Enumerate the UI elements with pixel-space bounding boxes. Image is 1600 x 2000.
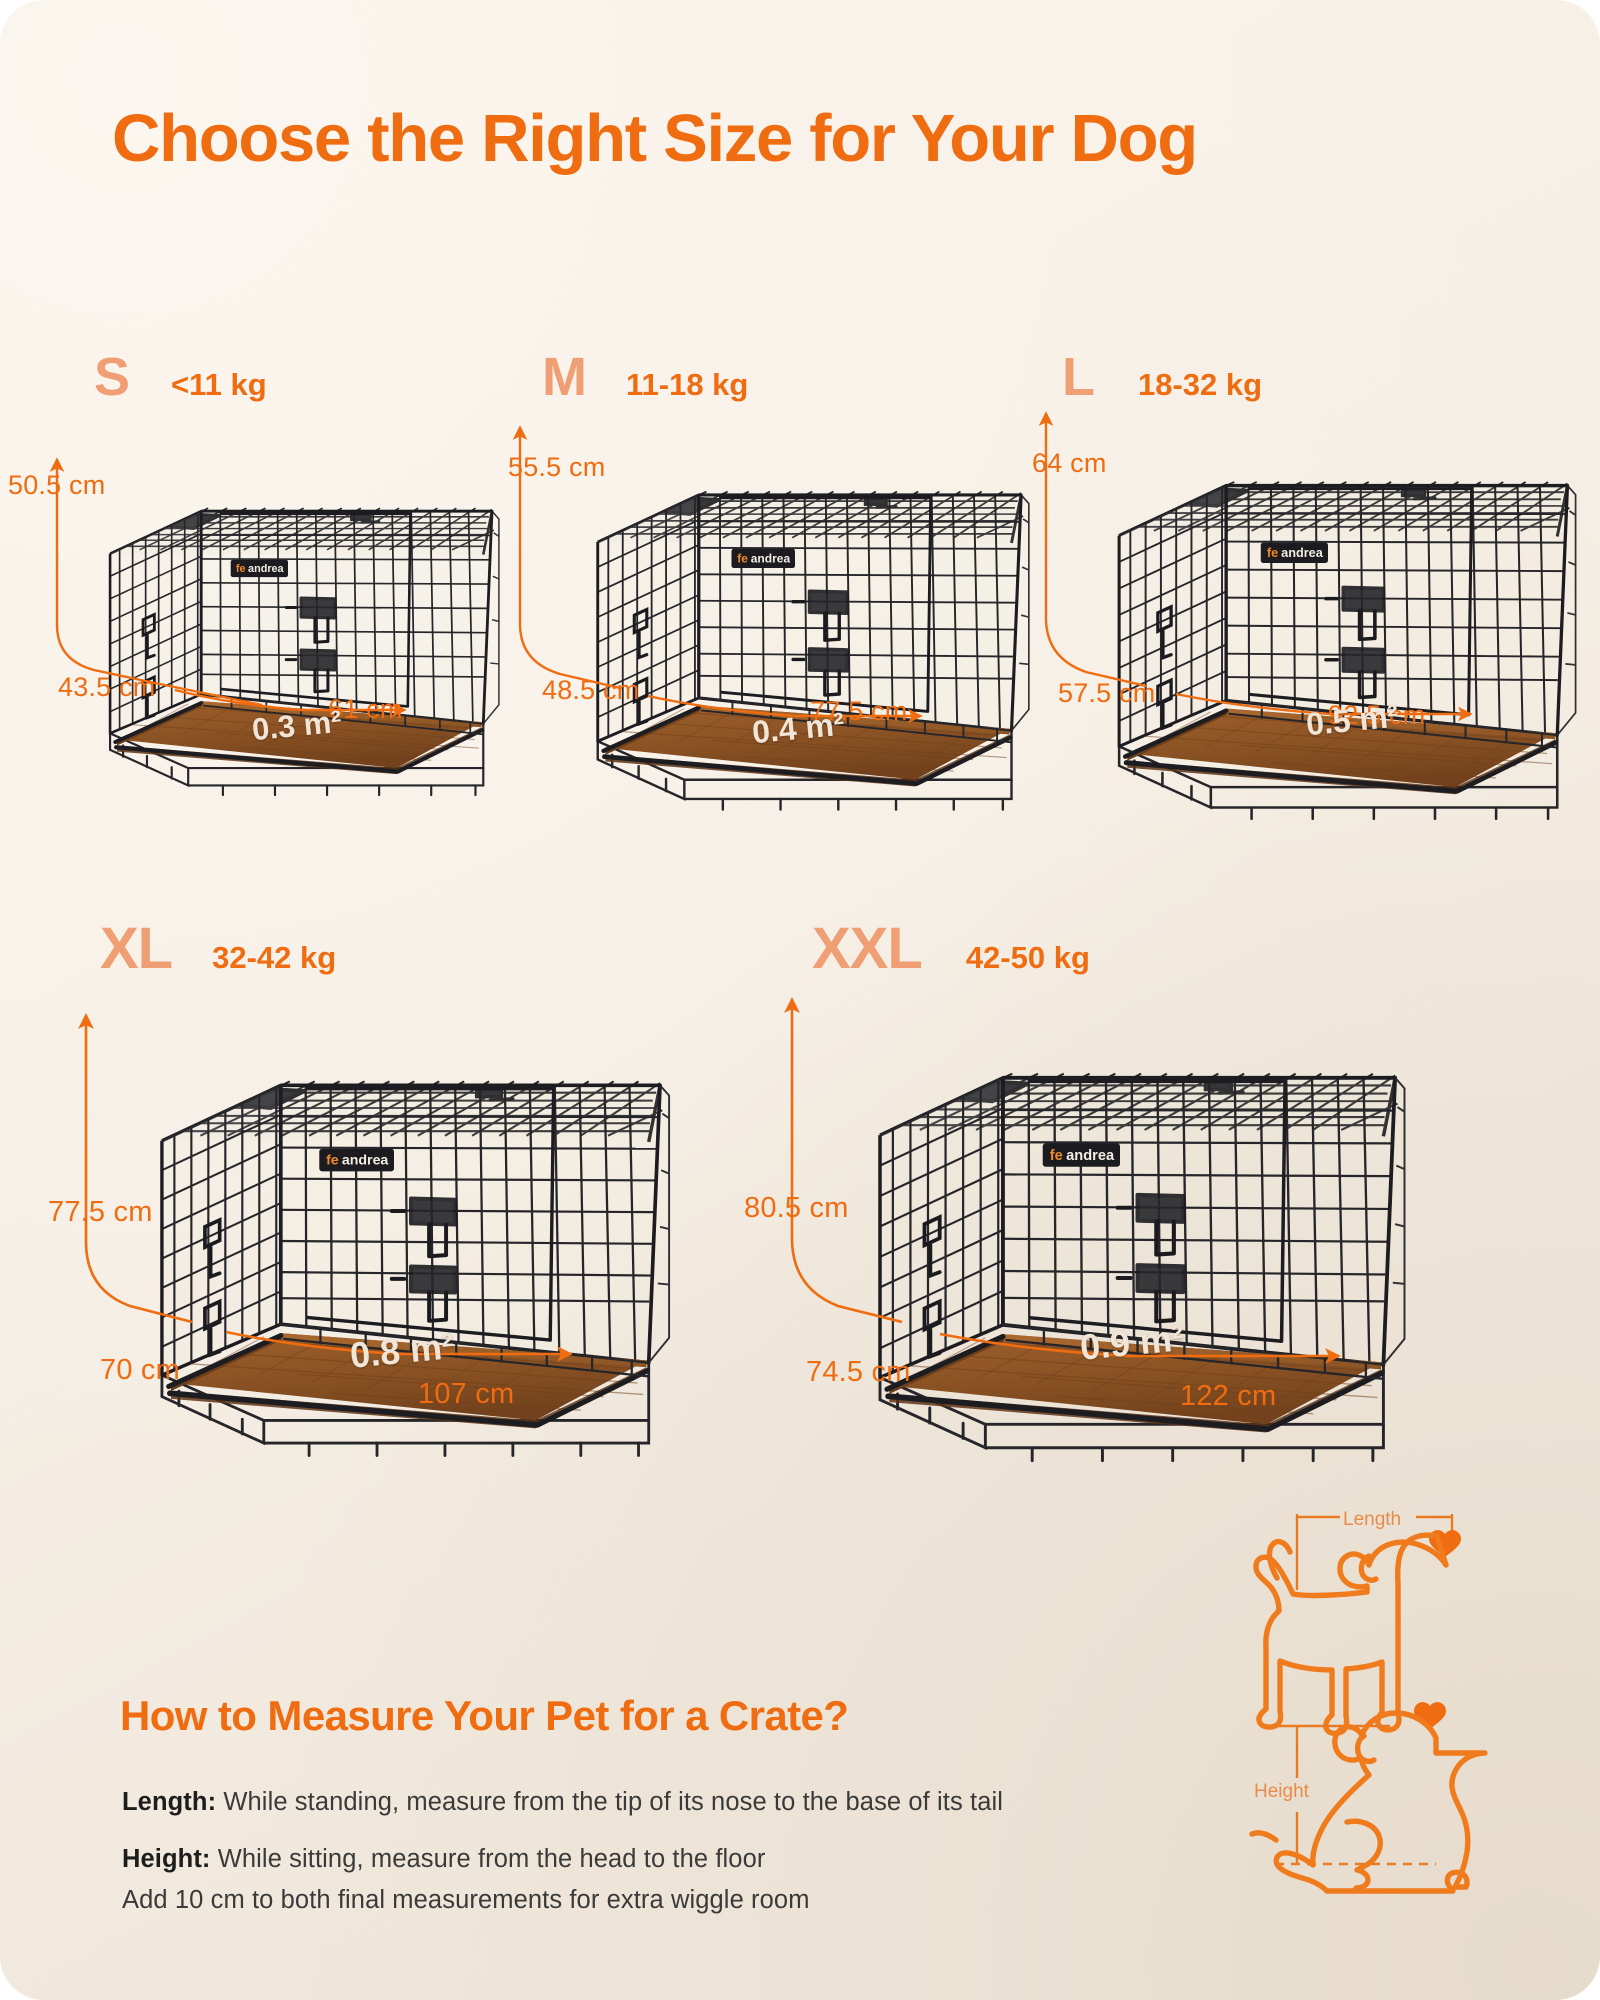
dimension-width-m: 77.5 cm	[810, 696, 908, 726]
measure-section-heading: How to Measure Your Pet for a Crate?	[120, 1692, 849, 1739]
dimension-height-s: 50.5 cm	[8, 470, 106, 500]
dimension-height-xxl: 80.5 cm	[744, 1192, 849, 1224]
dog-measurement-diagrams: Length	[1240, 1492, 1590, 1992]
dimension-depth-xxl: 74.5 cm	[806, 1356, 911, 1388]
size-letter-xl: XL	[100, 916, 173, 981]
dimension-width-s: 61 cm	[328, 694, 403, 724]
standing-dog-diagram: Length	[1253, 1509, 1461, 1737]
dimension-guides-l	[1038, 411, 1473, 722]
dimension-width-l: 92.5 cm	[1328, 700, 1426, 730]
measure-height-text: While sitting, measure from the head to …	[210, 1845, 766, 1873]
size-header-xxl: XXL 42-50 kg	[812, 920, 1090, 978]
size-letter-m: M	[542, 347, 587, 407]
dimension-height-xl: 77.5 cm	[48, 1196, 153, 1228]
size-weight-l: 18-32 kg	[1138, 367, 1263, 402]
length-caption: Length	[1343, 1509, 1401, 1530]
page-title: Choose the Right Size for Your Dog	[112, 101, 1198, 176]
dimension-guides-s	[49, 457, 407, 718]
size-letter-s: S	[94, 347, 130, 407]
dimension-height-l: 64 cm	[1032, 448, 1107, 478]
dimension-width-xl: 107 cm	[418, 1378, 515, 1410]
dimension-depth-s: 43.5 cm	[58, 672, 156, 702]
dimension-guides-xxl	[784, 996, 1342, 1364]
sitting-dog-diagram: Height	[1249, 1702, 1488, 1894]
measure-height-label: Height:	[122, 1845, 211, 1873]
dimension-width-xxl: 122 cm	[1180, 1380, 1277, 1412]
measure-length-line: Length: While standing, measure from the…	[122, 1788, 1003, 1817]
dimension-height-m: 55.5 cm	[508, 452, 606, 482]
measure-note-line: Add 10 cm to both final measurements for…	[122, 1886, 810, 1914]
height-caption: Height	[1254, 1781, 1310, 1802]
size-weight-xl: 32-42 kg	[212, 940, 337, 975]
measure-length-text: While standing, measure from the tip of …	[216, 1788, 1004, 1816]
size-header-l: L 18-32 kg	[1062, 350, 1262, 404]
size-letter-l: L	[1062, 347, 1095, 407]
dimension-guides-m	[512, 425, 923, 724]
size-header-xl: XL 32-42 kg	[100, 920, 336, 978]
dimension-depth-xl: 70 cm	[100, 1354, 180, 1386]
measure-height-line: Height: While sitting, measure from the …	[122, 1845, 765, 1874]
dimension-guides-xl	[78, 1012, 574, 1362]
measure-length-label: Length:	[122, 1788, 217, 1816]
size-header-m: M 11-18 kg	[542, 350, 748, 404]
size-weight-xxl: 42-50 kg	[965, 940, 1090, 975]
size-letter-xxl: XXL	[812, 916, 923, 981]
size-weight-m: 11-18 kg	[625, 367, 749, 402]
dimension-depth-m: 48.5 cm	[542, 675, 640, 705]
size-header-s: S <11 kg	[94, 350, 267, 404]
size-weight-s: <11 kg	[171, 367, 267, 402]
dimension-depth-l: 57.5 cm	[1058, 678, 1156, 708]
